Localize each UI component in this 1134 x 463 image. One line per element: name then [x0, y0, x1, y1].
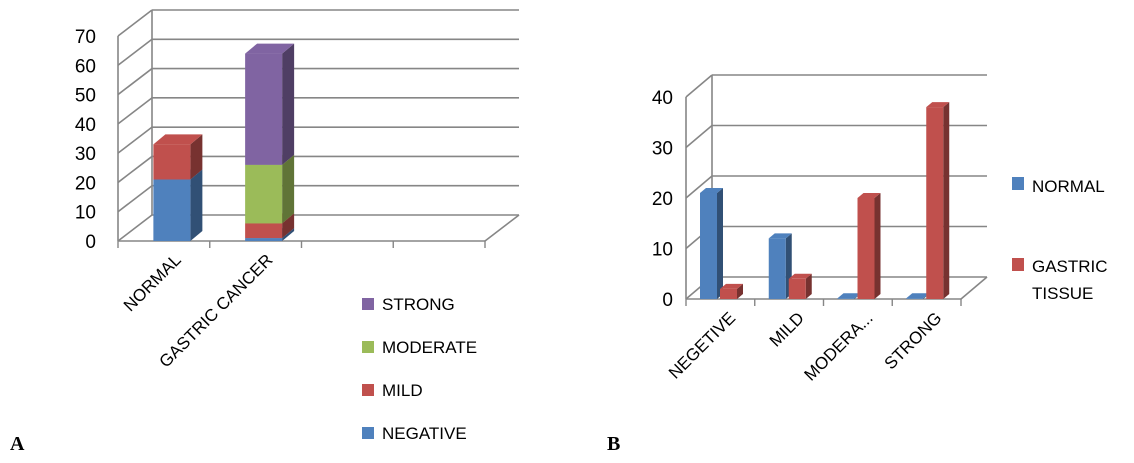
bar	[153, 134, 203, 180]
panel-a-label: A	[10, 433, 25, 455]
gridline-side-30	[685, 124, 713, 149]
y-tick-label: 30	[652, 139, 673, 160]
bar-normal	[837, 293, 861, 299]
y-tick-label: 0	[662, 290, 673, 311]
gridline-side-10	[117, 185, 153, 213]
bar-gastric-tissue	[788, 273, 812, 299]
legend-swatch-negative	[362, 427, 374, 439]
y-tick-label: 70	[75, 27, 96, 48]
bar	[245, 154, 295, 224]
gridline-side-60	[117, 38, 153, 66]
x-tick-label: STRONG	[881, 308, 946, 373]
legend-label-mild: MILD	[382, 381, 423, 400]
y-tick-label: 40	[75, 115, 96, 136]
y-tick-label: 20	[652, 189, 673, 210]
legend-label-negative: NEGATIVE	[382, 424, 467, 443]
y-tick-label: 40	[652, 88, 673, 109]
gridline-side-40	[117, 97, 153, 125]
y-tick-label: 60	[75, 56, 96, 77]
gridline-side-70	[117, 9, 153, 37]
y-tick-label: 10	[652, 240, 673, 261]
legend-swatch-strong	[362, 298, 374, 310]
bar	[153, 169, 203, 241]
legend-swatch-moderate	[362, 341, 374, 353]
x-tick-label: MODERA...	[800, 308, 876, 384]
y-tick-label: 10	[75, 203, 96, 224]
floor-edge	[484, 214, 520, 242]
legend-label-moderate: MODERATE	[382, 338, 477, 357]
y-tick-label: 50	[75, 86, 96, 107]
bar-gastric-tissue	[720, 283, 743, 299]
bar	[245, 43, 295, 165]
legend-label-gastric-tissue: GASTRIC TISSUE	[1032, 257, 1108, 303]
gridline-side-0	[117, 214, 153, 242]
gridline-side-20	[117, 155, 153, 184]
legend-label-strong: STRONG	[382, 295, 455, 314]
gridline-side-40	[685, 74, 713, 98]
x-tick-label: NEGETIVE	[665, 308, 739, 382]
y-tick-label: 30	[75, 144, 96, 165]
bar-normal	[768, 233, 792, 299]
legend-label-line: GASTRIC	[1032, 257, 1108, 276]
legend-swatch-normal	[1012, 177, 1024, 190]
gridline-side-20	[685, 175, 713, 199]
y-tick-label: 20	[75, 173, 96, 194]
legend-label-normal: NORMAL	[1032, 177, 1105, 196]
panel-b-label: B	[607, 433, 620, 455]
gridline-side-30	[117, 126, 153, 154]
bar-gastric-tissue	[857, 193, 881, 299]
legend-label-line: TISSUE	[1032, 284, 1093, 303]
bar-gastric-tissue	[926, 102, 950, 299]
gridline-side-50	[117, 67, 153, 96]
legend-swatch-gastric-tissue	[1012, 258, 1024, 271]
bar-normal	[906, 293, 930, 299]
bar-normal	[700, 187, 723, 299]
x-tick-label: MILD	[766, 308, 808, 350]
legend-swatch-mild	[362, 384, 374, 396]
y-tick-label: 0	[85, 232, 96, 253]
x-tick-label: NORMAL	[120, 250, 185, 315]
floor-edge	[960, 276, 988, 300]
